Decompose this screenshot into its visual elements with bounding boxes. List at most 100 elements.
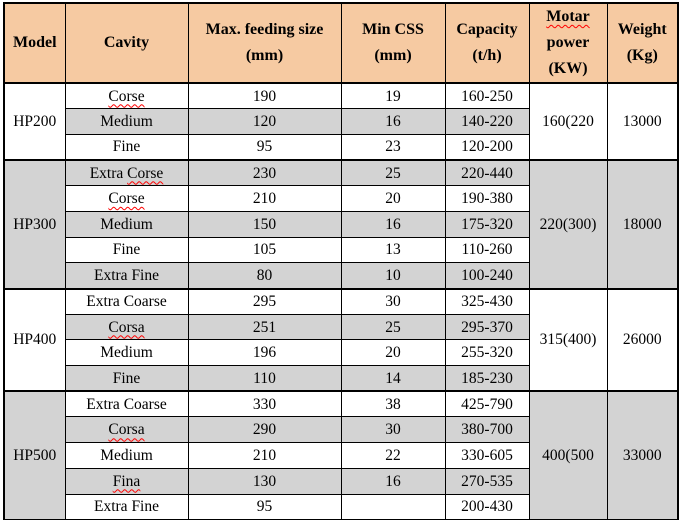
motor-power-cell: 160(220 [528,81,608,161]
cavity-cell: Extra Fine [64,493,189,520]
feeding-size-cell: 290 [187,416,342,444]
capacity-cell: 330-605 [444,442,530,469]
feeding-size-cell: 196 [187,339,342,367]
min-css-cell: 16 [340,108,446,135]
min-css-cell: 20 [340,185,446,212]
cavity-cell: Fine [64,236,189,264]
table-row: Extra Fine 95 200-430 [4,493,678,520]
weight-cell: 33000 [606,390,679,520]
motor-power-cell: 400(500 [528,390,608,520]
feeding-size-cell: 80 [187,262,342,289]
header-weight-line1: Weight [617,21,667,38]
feeding-size-cell: 95 [187,133,342,161]
cavity-cell: Corse [64,82,189,110]
table-row: Fine 110 14 185-230 [4,365,678,392]
header-weight: Weight (Kg) [606,2,679,84]
capacity-cell: 270-535 [444,467,530,495]
min-css-cell: 30 [340,287,446,315]
header-max-feeding-size: Max. feeding size (mm) [187,2,342,84]
model-cell: HP500 [3,390,66,520]
header-min-css-line1: Min CSS [362,21,424,38]
misspelled-word: Fina [112,472,141,490]
table-row: Fine 95 23 120-200 [4,133,678,161]
capacity-cell: 220-440 [444,159,530,187]
table-row: Medium 120 16 140-220 [4,108,678,135]
table-row: HP300 Extra Corse 230 25 220-440 220(300) 1800… [3,159,679,290]
min-css-cell [340,493,446,520]
min-css-cell: 25 [340,159,446,187]
min-css-cell: 14 [340,365,446,392]
header-capacity: Capacity (t/h) [444,2,530,84]
model-cell: HP300 [3,159,66,290]
cavity-cell: Extra Corse [64,159,189,187]
spec-table: Model Cavity Max. feeding size (mm) Min … [3,2,679,520]
feeding-size-cell: 190 [187,82,342,110]
feeding-size-cell: 110 [187,365,342,392]
min-css-cell: 16 [340,210,446,238]
cavity-cell: Corsa [64,313,189,341]
misspelled-word: Corse [108,87,145,105]
table-row: Medium 150 16 175-320 [4,210,678,238]
header-min-css: Min CSS (mm) [340,2,446,84]
header-model: Model [3,2,66,84]
header-weight-line2: (Kg) [626,47,658,64]
capacity-cell: 190-380 [444,185,530,212]
cavity-cell: Medium [64,210,189,238]
table-row: Extra Fine 80 10 100-240 [4,262,678,289]
min-css-cell: 10 [340,262,446,289]
table-row: Fina 130 16 270-535 [4,467,678,495]
capacity-cell: 425-790 [444,390,530,418]
capacity-cell: 175-320 [444,210,530,238]
feeding-size-cell: 330 [187,390,342,418]
motor-power-cell: 315(400) [528,287,608,392]
header-motor-power-line3: (KW) [548,60,588,77]
cavity-cell: Medium [64,339,189,367]
cavity-cell: Fine [64,133,189,161]
min-css-cell: 22 [340,442,446,469]
header-min-css-line2: (mm) [374,47,412,64]
misspelled-word: Corsa [108,318,145,336]
cavity-cell: Corse [64,185,189,212]
misspelled-word: Corsa [108,421,145,439]
motor-power-cell: 220(300) [528,159,608,290]
min-css-cell: 23 [340,133,446,161]
feeding-size-cell: 150 [187,210,342,238]
cavity-cell: Extra Coarse [64,287,189,315]
table-row: Corse 210 20 190-380 [4,185,678,212]
weight-cell: 26000 [606,287,679,392]
feeding-size-cell: 295 [187,287,342,315]
capacity-cell: 200-430 [444,493,530,520]
capacity-cell: 160-250 [444,82,530,110]
header-motor-power-line2: power [546,34,590,51]
feeding-size-cell: 130 [187,467,342,495]
table-header: Model Cavity Max. feeding size (mm) Min … [3,2,679,84]
capacity-cell: 120-200 [444,133,530,161]
cavity-cell: Extra Fine [64,262,189,289]
capacity-cell: 380-700 [444,416,530,444]
header-motor-power-line1: Motar [530,4,606,30]
min-css-cell: 19 [340,82,446,110]
capacity-cell: 295-370 [444,313,530,341]
cavity-cell: Fina [64,467,189,495]
min-css-cell: 25 [340,313,446,341]
weight-cell: 13000 [606,81,679,161]
feeding-size-cell: 95 [187,493,342,520]
cavity-cell: Corsa [64,416,189,444]
min-css-cell: 30 [340,416,446,444]
cavity-cell: Medium [64,442,189,469]
feeding-size-cell: 120 [187,108,342,135]
model-cell: HP400 [3,287,66,392]
cavity-cell: Medium [64,108,189,135]
capacity-cell: 255-320 [444,339,530,367]
table-row: HP500 Extra Coarse 330 38 425-790 400(500 3300… [3,390,679,520]
min-css-cell: 16 [340,467,446,495]
min-css-cell: 13 [340,236,446,264]
table-row: HP200 Corse 190 19 160-250 160(220 13000 [3,81,679,161]
header-capacity-line2: (t/h) [472,47,502,64]
capacity-cell: 185-230 [444,365,530,392]
header-max-feeding-line2: (mm) [245,47,284,64]
header-cavity: Cavity [64,2,189,84]
header-capacity-line1: Capacity [456,21,518,38]
misspelled-word: Motar [546,8,590,25]
